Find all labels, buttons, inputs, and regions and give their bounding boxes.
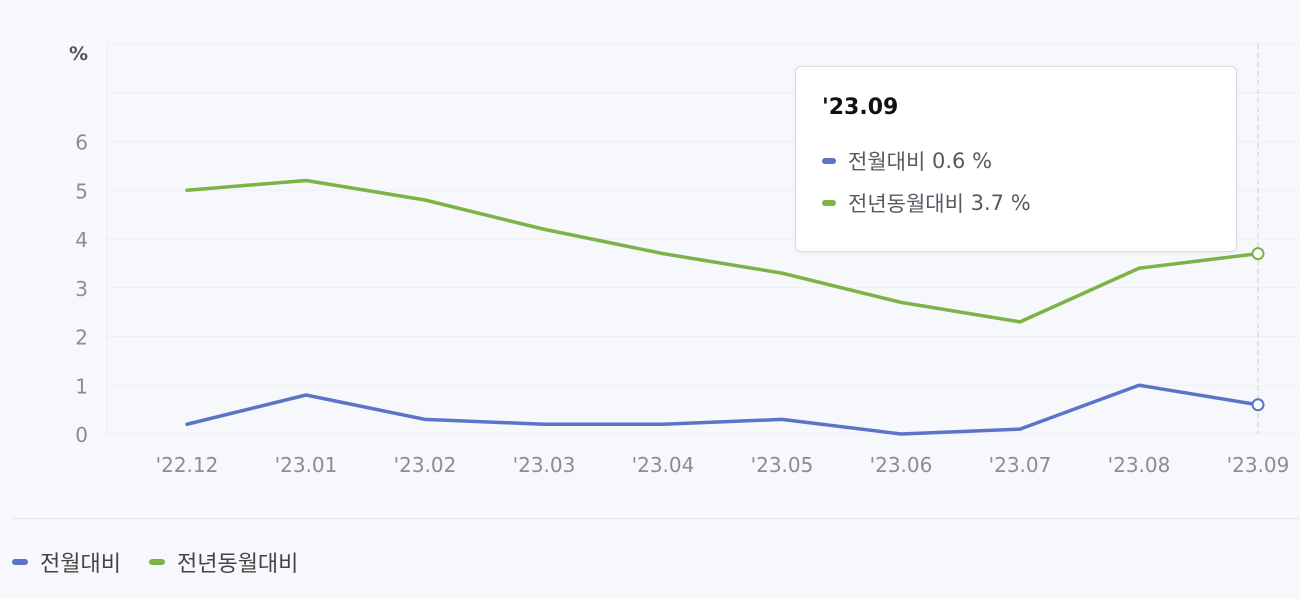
- tooltip-unit-mom: %: [972, 149, 993, 173]
- x-tick-label: '23.09: [1227, 453, 1290, 477]
- x-tick-label: '23.04: [632, 453, 695, 477]
- grid-lines: [106, 43, 1300, 435]
- tooltip-title: '23.09: [822, 95, 899, 120]
- legend-item-mom[interactable]: 전월대비: [12, 546, 121, 578]
- tooltip-label-yoy: 전년동월대비: [848, 192, 964, 216]
- tooltip-swatch-mom: [822, 158, 836, 164]
- y-tick-label: 4: [75, 228, 88, 252]
- x-tick-label: '22.12: [156, 453, 219, 477]
- line-chart: % 0 1 2 3 4 5 6 '22.12 '23.01 '23.02 '23.03 '23.04 '2…: [69, 43, 1300, 477]
- series-line-2: [185, 178, 1260, 324]
- tooltip-label-mom: 전월대비: [848, 150, 926, 174]
- series-points: [1251, 247, 1265, 412]
- x-tick-label: '23.07: [989, 453, 1052, 477]
- x-tick-label: '23.01: [275, 453, 338, 477]
- tooltip-row-mom: 전월대비 0.6 %: [822, 140, 1210, 182]
- x-tick-label: '23.05: [751, 453, 814, 477]
- y-tick-label: 0: [75, 423, 88, 447]
- tooltip-value-yoy: 3.7: [970, 191, 1005, 215]
- x-tick-label: '23.08: [1108, 453, 1171, 477]
- legend-label-yoy: 전년동월대비: [176, 552, 299, 577]
- legend-divider: [12, 518, 1300, 519]
- y-tick-label: 3: [75, 277, 88, 301]
- y-tick-label: 5: [75, 179, 88, 203]
- y-tick-label: 1: [75, 374, 88, 398]
- legend-label-mom: 전월대비: [40, 552, 121, 577]
- highlight-point-1: [1251, 398, 1265, 412]
- legend-swatch-yoy: [148, 559, 165, 565]
- y-axis-unit: %: [69, 43, 88, 65]
- tooltip-value-mom: 0.6: [931, 149, 966, 173]
- tooltip-swatch-yoy: [822, 200, 836, 206]
- data-tooltip: '23.09 전월대비 0.6 % 전년동월대비 3.7 %: [795, 66, 1237, 252]
- series-line-1: [185, 383, 1260, 436]
- y-tick-label: 2: [75, 326, 88, 350]
- legend-swatch-mom: [12, 559, 28, 565]
- legend-item-yoy[interactable]: 전년동월대비: [148, 546, 299, 578]
- x-tick-label: '23.06: [870, 453, 933, 477]
- y-tick-label: 6: [75, 131, 88, 155]
- chart-legend: 전월대비 전년동월대비: [12, 544, 326, 580]
- axis-ticks: % 0 1 2 3 4 5 6 '22.12 '23.01 '23.02 '23.03 '23.04 '2…: [69, 43, 1289, 477]
- series-lines: [185, 178, 1260, 436]
- tooltip-unit-yoy: %: [1010, 191, 1031, 215]
- x-tick-label: '23.02: [394, 453, 457, 477]
- tooltip-row-yoy: 전년동월대비 3.7 %: [822, 182, 1210, 224]
- highlight-point-2: [1251, 247, 1265, 261]
- x-tick-label: '23.03: [513, 453, 576, 477]
